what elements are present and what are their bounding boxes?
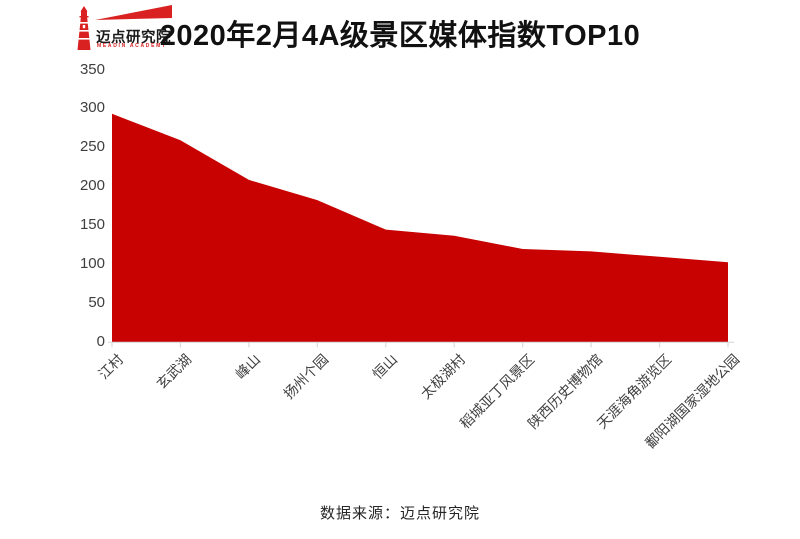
- y-axis-label: 350: [79, 60, 105, 78]
- y-axis-label: 300: [79, 99, 105, 117]
- x-axis-ticks: [111, 342, 729, 348]
- y-axis-label: 50: [88, 293, 105, 311]
- data-source-note: 数据来源：迈点研究院: [319, 505, 480, 522]
- y-axis-label: 250: [79, 138, 105, 156]
- y-axis-label: 0: [96, 332, 105, 350]
- page-title: 2020年2月4A级景区媒体指数TOP10: [159, 20, 641, 52]
- logo-subtitle-text: MEADIN ACADEMY: [97, 43, 168, 49]
- y-axis-label: 100: [79, 254, 105, 272]
- logo-brand-text: 迈点研究院: [96, 30, 171, 46]
- area-series-media-index: [112, 113, 728, 342]
- meadin-lighthouse-logo-icon: [76, 5, 172, 50]
- y-axis-label: 150: [79, 215, 105, 233]
- y-axis-label: 200: [79, 177, 105, 195]
